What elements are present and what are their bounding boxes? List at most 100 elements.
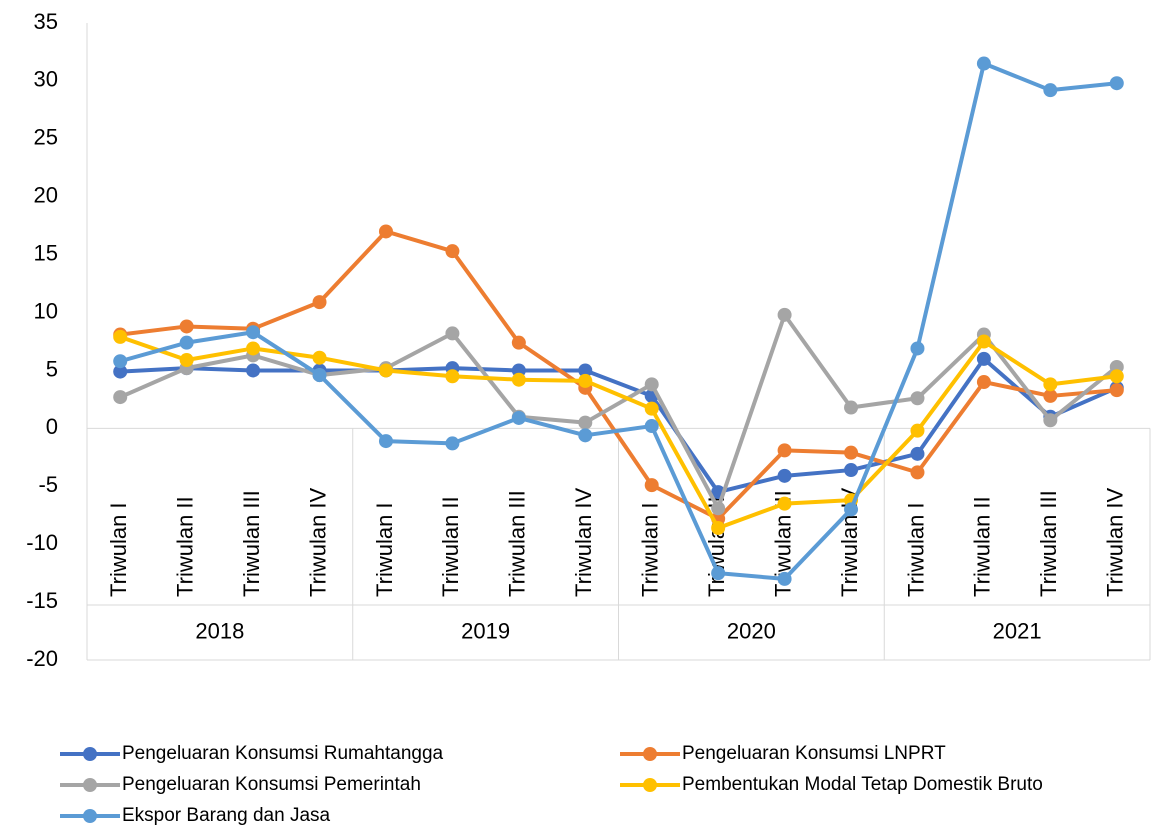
x-tick-label: Triwulan II: [970, 496, 995, 597]
point: [179, 353, 194, 368]
y-tick-label: 25: [34, 125, 58, 150]
x-tick-label: Triwulan I: [106, 502, 131, 597]
x-tick-label: Triwulan III: [1036, 490, 1061, 597]
x-tick-label: Triwulan III: [505, 490, 530, 597]
point: [910, 391, 925, 406]
point: [1109, 76, 1124, 91]
series-line: [120, 356, 1118, 495]
y-tick-label: 15: [34, 240, 58, 265]
point: [113, 364, 128, 379]
point: [312, 295, 327, 310]
point: [910, 341, 925, 356]
y-tick-label: 30: [34, 67, 58, 92]
point: [378, 224, 393, 239]
y-tick-label: 10: [34, 298, 58, 323]
point: [1043, 83, 1058, 98]
x-tick-label: Triwulan II: [438, 496, 463, 597]
x-group-label: 2021: [993, 618, 1042, 643]
point: [1043, 388, 1058, 403]
x-tick-label: Triwulan I: [903, 502, 928, 597]
point: [578, 428, 593, 443]
point: [511, 372, 526, 387]
y-tick-label: 5: [46, 356, 58, 381]
legend-label: Pembentukan Modal Tetap Domestik Bruto: [682, 774, 1043, 795]
point: [844, 502, 859, 517]
point: [179, 335, 194, 350]
legend-label: Pengeluaran Konsumsi Pemerintah: [122, 774, 421, 795]
point: [113, 354, 128, 369]
x-tick-label: Triwulan IV: [571, 487, 596, 597]
x-group-label: 2019: [461, 618, 510, 643]
point: [644, 401, 659, 416]
point: [378, 434, 393, 449]
point: [711, 520, 726, 535]
legend-marker: [83, 778, 97, 792]
x-group-label: 2018: [195, 618, 244, 643]
point: [976, 56, 991, 71]
y-tick-label: -20: [26, 646, 58, 671]
point: [644, 419, 659, 434]
point: [378, 363, 393, 378]
point: [1043, 413, 1058, 428]
point: [578, 363, 593, 378]
point: [511, 410, 526, 425]
point: [246, 325, 261, 340]
point: [578, 373, 593, 388]
point: [910, 446, 925, 461]
x-tick-label: Triwulan II: [172, 496, 197, 597]
y-tick-label: -5: [38, 472, 58, 497]
point: [445, 436, 460, 451]
point: [445, 244, 460, 259]
legend-label: Ekspor Barang dan Jasa: [122, 805, 331, 826]
point: [910, 465, 925, 480]
point: [644, 377, 659, 392]
legend-marker: [83, 809, 97, 823]
y-tick-label: 0: [46, 414, 58, 439]
point: [113, 390, 128, 405]
point: [445, 326, 460, 341]
series-line: [119, 61, 1117, 581]
legend-marker: [643, 778, 657, 792]
legend-label: Pengeluaran Konsumsi Rumahtangga: [122, 743, 444, 764]
x-tick-label: Triwulan IV: [305, 487, 330, 597]
x-tick-label: Triwulan III: [239, 490, 264, 597]
point: [445, 369, 460, 384]
point: [179, 319, 194, 334]
legend-marker: [83, 747, 97, 761]
x-tick-label: Triwulan IV: [1103, 487, 1128, 597]
y-tick-label: 35: [34, 9, 58, 34]
point: [511, 335, 526, 350]
y-tick-label: -10: [26, 530, 58, 555]
x-tick-label: Triwulan I: [638, 502, 663, 597]
point: [113, 329, 128, 344]
point: [844, 445, 859, 460]
point: [711, 566, 726, 581]
point: [246, 341, 261, 356]
point: [777, 571, 792, 586]
y-tick-label: 20: [34, 183, 58, 208]
point: [312, 350, 327, 365]
point: [976, 375, 991, 390]
point: [844, 463, 859, 478]
point: [578, 415, 593, 430]
series-line: [119, 229, 1117, 521]
point: [644, 478, 659, 493]
point: [844, 400, 859, 415]
point: [246, 363, 261, 378]
series-line: [119, 312, 1119, 511]
point: [910, 423, 925, 438]
point: [777, 307, 792, 322]
point: [777, 496, 792, 511]
point: [312, 368, 327, 383]
point: [976, 351, 991, 366]
point: [1109, 369, 1124, 384]
y-tick-label: -15: [26, 588, 58, 613]
point: [777, 468, 792, 483]
x-group-label: 2020: [727, 618, 776, 643]
point: [777, 443, 792, 458]
point: [711, 501, 726, 516]
x-tick-label: Triwulan I: [372, 502, 397, 597]
legend-marker: [643, 747, 657, 761]
point: [976, 334, 991, 349]
